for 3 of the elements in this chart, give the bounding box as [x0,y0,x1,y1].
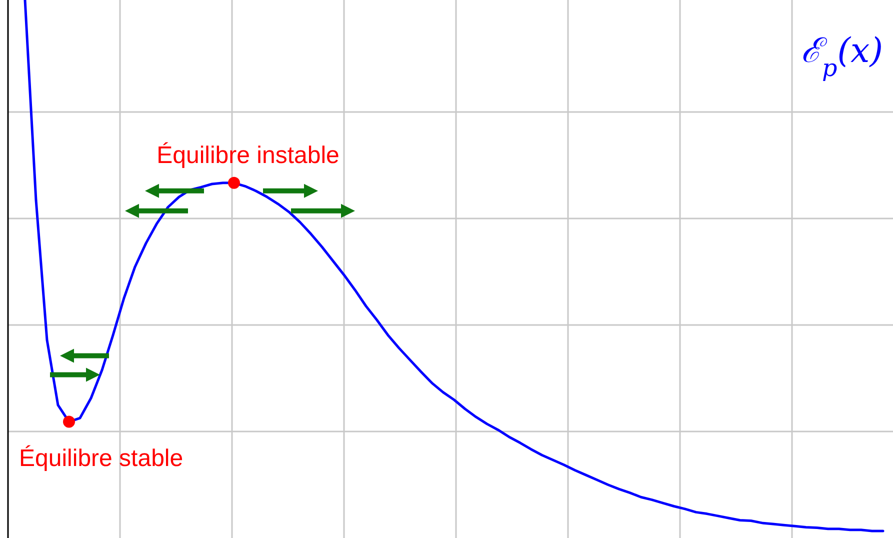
annotation: Équilibre instable [156,142,340,169]
annotation: Équilibre stable [19,444,184,472]
text: ℰ$_{p}$(x) [801,31,883,82]
